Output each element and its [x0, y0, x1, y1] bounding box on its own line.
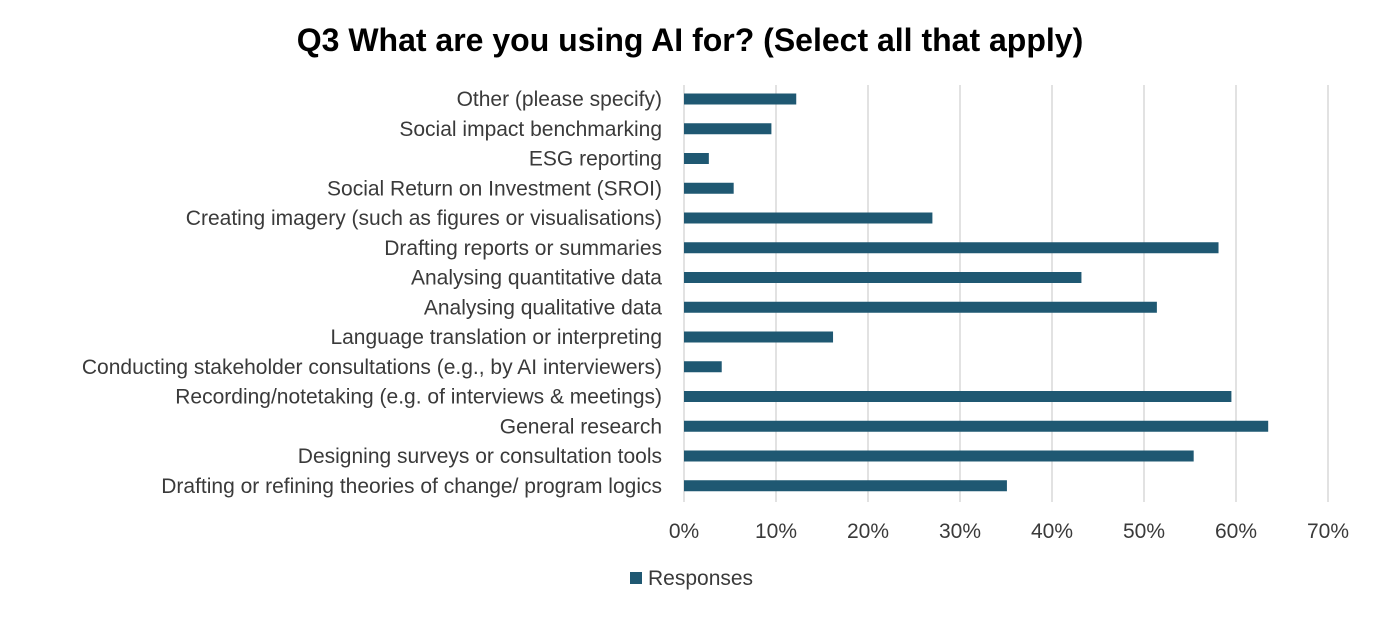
category-label: Other (please specify) [457, 88, 662, 111]
category-label: ESG reporting [529, 148, 662, 171]
category-label: Social impact benchmarking [399, 118, 662, 141]
x-tick-label: 30% [939, 520, 981, 543]
bar [684, 123, 772, 135]
bar [684, 450, 1194, 462]
bar [684, 212, 933, 224]
category-label: General research [500, 415, 662, 438]
bars [684, 93, 1269, 492]
category-label: Designing surveys or consultation tools [298, 445, 662, 468]
x-tick-label: 50% [1123, 520, 1165, 543]
category-label: Creating imagery (such as figures or vis… [186, 207, 662, 230]
bar [684, 182, 734, 194]
bar [684, 242, 1219, 254]
bar [684, 391, 1232, 402]
category-label: Analysing quantitative data [411, 267, 662, 290]
x-tick-label: 60% [1215, 520, 1257, 543]
category-label: Recording/notetaking (e.g. of interviews… [175, 386, 662, 409]
bar [684, 361, 722, 373]
x-tick-labels: 0% 10% 20% 30% 40% 50% 60% 70% [669, 520, 1349, 543]
grid-lines [683, 85, 1329, 502]
category-label: Conducting stakeholder consultations (e.… [82, 356, 662, 379]
x-tick-label: 40% [1031, 520, 1073, 543]
bar [684, 153, 709, 164]
legend-swatch [630, 572, 642, 584]
category-label: Drafting or refining theories of change/… [161, 475, 662, 498]
bar [684, 331, 834, 343]
x-tick-label: 20% [847, 520, 889, 543]
bar [684, 93, 797, 105]
category-label: Drafting reports or summaries [384, 237, 662, 260]
category-label: Language translation or interpreting [330, 326, 662, 349]
category-label: Social Return on Investment (SROI) [327, 177, 662, 200]
legend: Responses [630, 567, 753, 590]
chart-title: Q3 What are you using AI for? (Select al… [296, 22, 1084, 58]
bar [684, 420, 1269, 432]
bar [684, 272, 1082, 283]
category-labels: Other (please specify) Social impact benc… [82, 88, 662, 498]
x-tick-label: 0% [669, 520, 699, 543]
bar [684, 480, 1007, 492]
x-tick-label: 10% [755, 520, 797, 543]
bar [684, 301, 1157, 313]
category-label: Analysing qualitative data [424, 296, 662, 319]
legend-label: Responses [648, 567, 753, 590]
x-tick-label: 70% [1307, 520, 1349, 543]
